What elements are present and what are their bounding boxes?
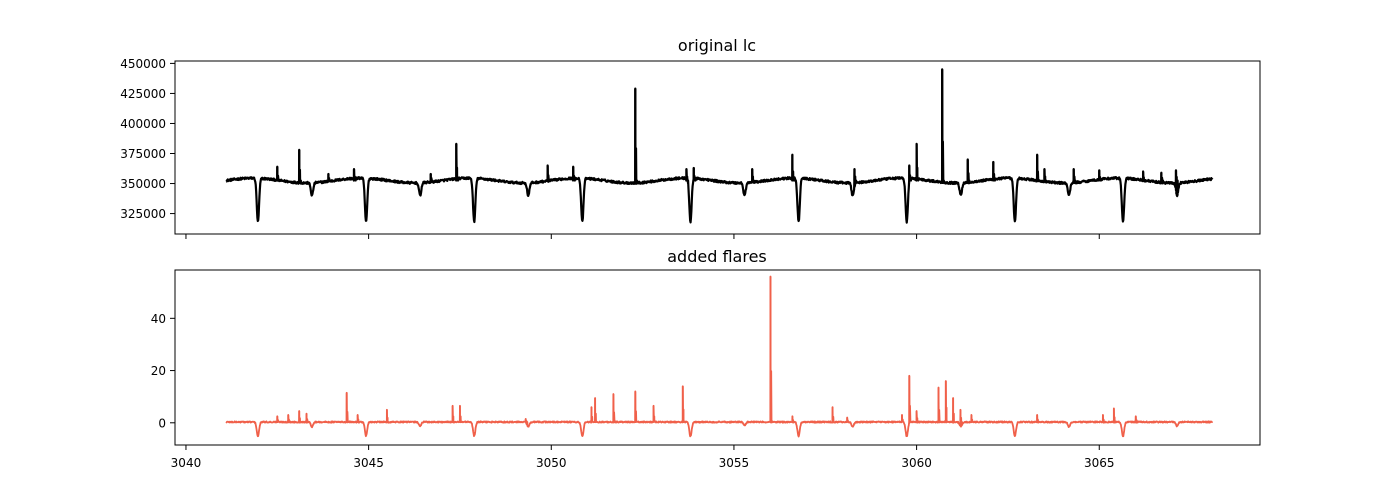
bottom-x-tick-label-2: 3050 (536, 456, 567, 470)
bottom-x-tick-label-4: 3060 (901, 456, 932, 470)
top-y-tick-label-2: 375000 (120, 147, 166, 161)
top-y-tick-label-5: 450000 (120, 57, 166, 71)
bottom-x-tick-label-0: 3040 (171, 456, 202, 470)
top-panel-title: original lc (678, 36, 756, 55)
top-y-tick-label-1: 350000 (120, 177, 166, 191)
bottom-axes-frame (174, 269, 1261, 446)
top-light-curve-line (225, 68, 1214, 224)
bottom-panel: added flares 3040 3045 3050 3055 3060 3065 0 20… (151, 247, 1261, 470)
bottom-x-tick-label-3: 3055 (719, 456, 750, 470)
top-axes-frame (174, 60, 1261, 235)
bottom-ticks-layer: 3040 3045 3050 3055 3060 3065 0 20 40 (151, 312, 1115, 470)
bottom-light-curve-line (225, 275, 1214, 438)
bottom-series-layer (225, 275, 1214, 438)
bottom-y-tick-label-1: 20 (151, 364, 166, 378)
bottom-panel-title: added flares (667, 247, 767, 266)
top-y-tick-label-4: 425000 (120, 87, 166, 101)
top-series-layer (225, 68, 1214, 224)
bottom-y-tick-label-2: 40 (151, 312, 166, 326)
top-y-tick-label-0: 325000 (120, 207, 166, 221)
bottom-y-tick-label-0: 0 (158, 416, 166, 430)
top-y-tick-label-3: 400000 (120, 117, 166, 131)
bottom-x-tick-label-5: 3065 (1084, 456, 1115, 470)
top-panel: original lc 325000 350000 375000 400000 4250… (120, 36, 1261, 239)
top-ticks-layer: 325000 350000 375000 400000 425000 450000 (120, 57, 1100, 239)
bottom-x-tick-label-1: 3045 (353, 456, 384, 470)
